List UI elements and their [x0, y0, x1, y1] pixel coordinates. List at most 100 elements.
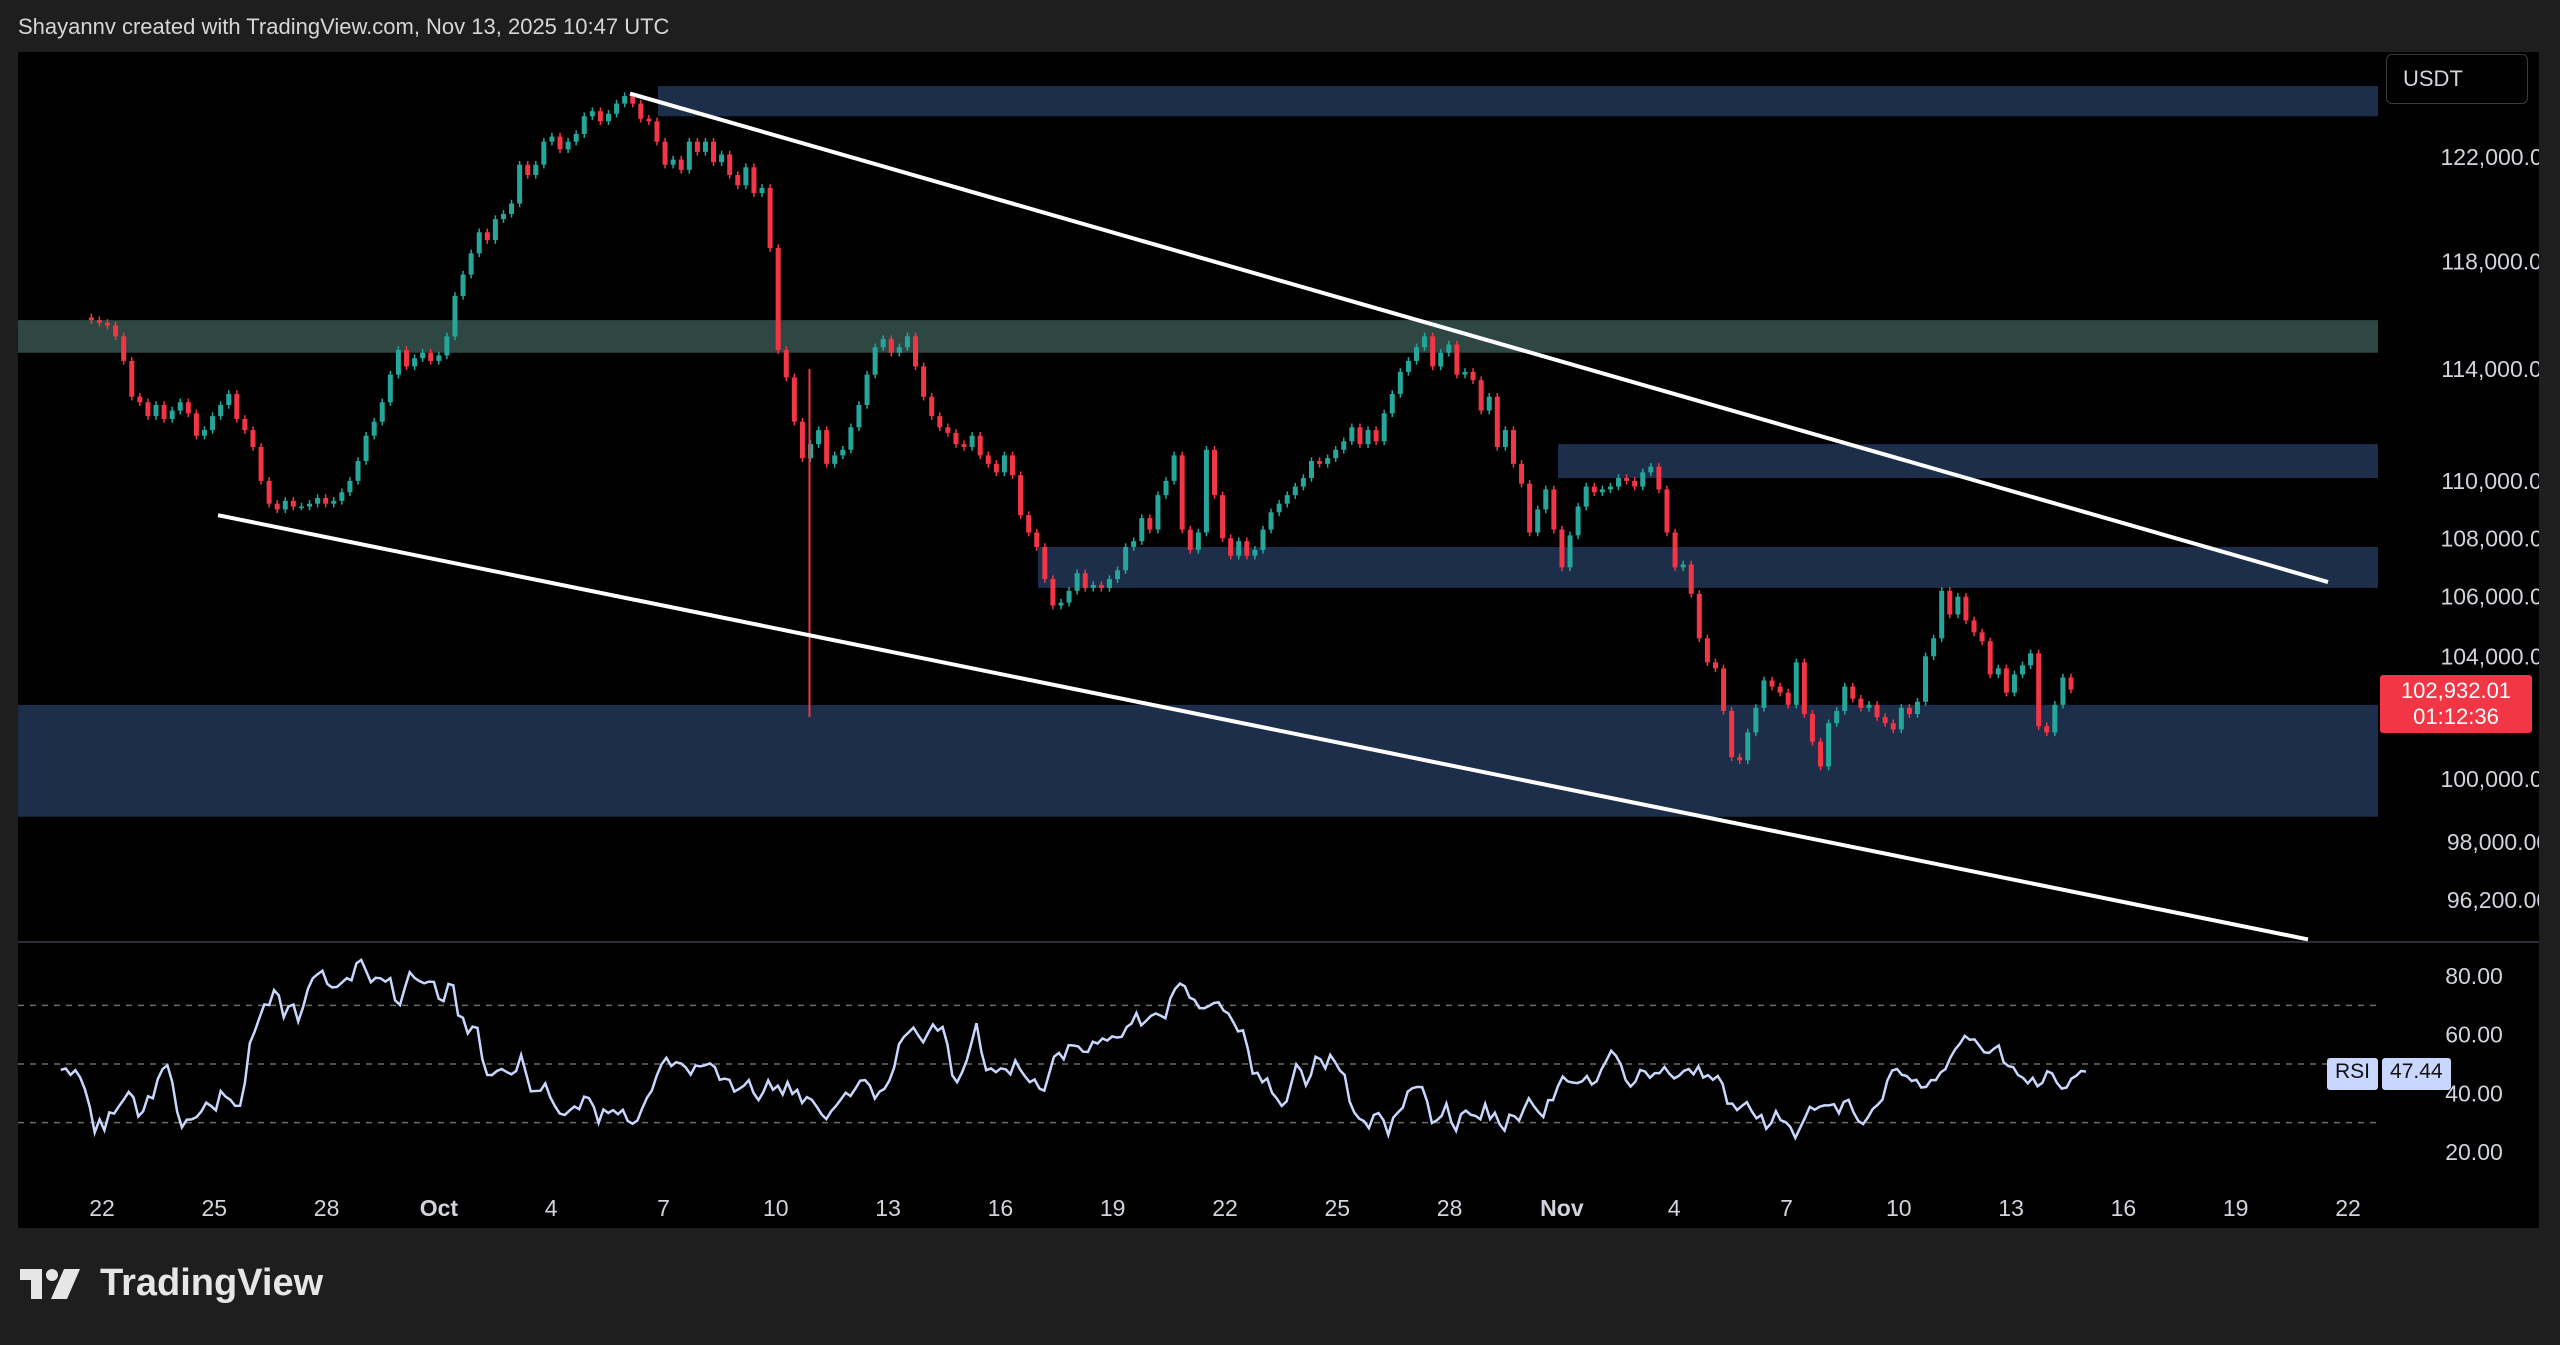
candle: [1809, 710, 1815, 746]
candle: [1842, 682, 1848, 715]
candle: [1300, 474, 1306, 491]
candle-body: [1793, 662, 1799, 705]
candle-body: [541, 141, 547, 165]
candle-body: [1115, 570, 1121, 580]
candle: [1470, 368, 1476, 384]
candle: [1317, 457, 1323, 468]
candle-body: [1777, 686, 1783, 693]
candle-body: [1842, 686, 1848, 711]
candle-body: [1228, 538, 1234, 556]
candle: [1688, 560, 1694, 598]
candle: [888, 335, 894, 357]
candle-body: [848, 427, 854, 450]
candle-body: [783, 349, 789, 378]
candle: [727, 150, 733, 179]
candle-body: [1066, 590, 1072, 603]
candle-body: [1599, 489, 1605, 493]
time-tick-label: 13: [1998, 1195, 2024, 1221]
candle: [403, 346, 409, 371]
candle: [1527, 479, 1533, 537]
candle-body: [1414, 347, 1420, 361]
candle-body: [484, 232, 490, 241]
price-tick-label: 122,000.00: [2440, 144, 2539, 170]
grid-layer: [18, 941, 2539, 1124]
candle-body: [218, 405, 224, 417]
candle-body: [1519, 463, 1525, 484]
candle-body: [921, 366, 927, 397]
candle: [2020, 661, 2026, 679]
candle-body: [654, 121, 660, 142]
candle: [460, 270, 466, 300]
currency-selector[interactable]: USDT: [2386, 54, 2528, 104]
candle-body: [1357, 427, 1363, 445]
candle: [1551, 485, 1557, 534]
candle: [1858, 694, 1864, 712]
candle: [210, 412, 216, 434]
candle: [2003, 664, 2009, 697]
rsi-label: RSI: [2327, 1058, 2379, 1090]
candle: [201, 426, 207, 440]
candle-body: [323, 497, 329, 504]
candle-body: [1494, 396, 1500, 447]
candle: [420, 348, 426, 362]
candle-body: [638, 103, 644, 119]
candle: [913, 332, 919, 371]
time-tick-label: 22: [2335, 1195, 2361, 1221]
candle: [557, 132, 563, 154]
candle: [105, 319, 111, 330]
chart-frame[interactable]: 122,000.00 118,000.00 114,000.00 110,000.00…: [18, 52, 2539, 1228]
candle-body: [1583, 486, 1589, 507]
candle: [1349, 423, 1355, 446]
candle: [783, 346, 789, 382]
candle-body: [307, 503, 313, 507]
candle: [711, 137, 717, 166]
candle-body: [1430, 336, 1436, 367]
candle: [929, 392, 935, 420]
price-tick-label: 104,000.00: [2440, 643, 2539, 669]
candle-body: [1470, 371, 1476, 381]
candle: [1026, 511, 1032, 537]
candle-body: [977, 435, 983, 456]
chart-canvas[interactable]: 122,000.00 118,000.00 114,000.00 110,000.00…: [18, 52, 2539, 1228]
candle: [1405, 357, 1411, 376]
candle: [1155, 491, 1161, 534]
candle-body: [121, 336, 127, 361]
candle-body: [1551, 489, 1557, 530]
tradingview-logo[interactable]: TradingView: [20, 1262, 323, 1305]
time-tick-label: Oct: [420, 1195, 459, 1221]
rsi-layer: [60, 957, 2087, 1141]
candle: [702, 137, 708, 156]
candle: [1058, 598, 1064, 610]
candle: [1510, 426, 1516, 468]
candle: [492, 215, 498, 244]
time-tick-label: 16: [988, 1195, 1014, 1221]
candle: [1139, 514, 1145, 545]
candle: [1721, 664, 1727, 715]
time-tick-label: 25: [1325, 1195, 1351, 1221]
candle: [1236, 537, 1242, 560]
rsi-axis: 80.00 60.00 40.00 20.00: [2445, 963, 2503, 1165]
candle-body: [743, 167, 749, 186]
candle-body: [1737, 757, 1743, 761]
candle-body: [452, 295, 458, 337]
candle: [662, 137, 668, 169]
candle-body: [1704, 638, 1710, 663]
candle: [1575, 502, 1581, 540]
candle-body: [1147, 518, 1153, 530]
candle-body: [1325, 458, 1331, 464]
candle-body: [153, 405, 159, 417]
candle-body: [646, 118, 652, 122]
chart-attribution: Shayannv created with TradingView.com, N…: [18, 14, 670, 39]
candle: [1486, 392, 1492, 415]
candle-body: [832, 455, 838, 464]
candle-body: [1090, 584, 1096, 588]
candle-body: [2060, 677, 2066, 705]
candle-body: [2003, 668, 2009, 693]
candle-body: [605, 113, 611, 122]
candle: [1745, 728, 1751, 765]
candle-body: [1987, 641, 1993, 675]
candle-body: [904, 336, 910, 348]
candle: [1187, 525, 1193, 554]
candle: [937, 412, 943, 432]
candle: [1381, 409, 1387, 446]
